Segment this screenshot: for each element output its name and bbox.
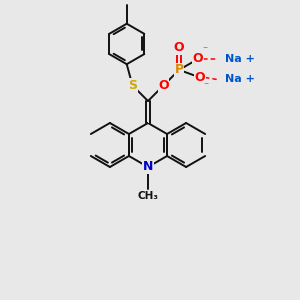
Text: ⁻: ⁻ bbox=[204, 81, 209, 92]
Text: O: O bbox=[194, 71, 205, 84]
Text: P: P bbox=[175, 63, 184, 76]
Text: Na +: Na + bbox=[225, 54, 255, 64]
Text: S: S bbox=[128, 79, 137, 92]
Text: Cl: Cl bbox=[120, 0, 133, 1]
Text: ⁻: ⁻ bbox=[202, 45, 207, 55]
Text: O: O bbox=[174, 41, 184, 54]
Text: CH₃: CH₃ bbox=[137, 191, 158, 201]
Text: Na +: Na + bbox=[225, 74, 255, 84]
Text: N: N bbox=[143, 160, 153, 173]
Text: O: O bbox=[193, 52, 203, 65]
Text: O: O bbox=[158, 79, 169, 92]
